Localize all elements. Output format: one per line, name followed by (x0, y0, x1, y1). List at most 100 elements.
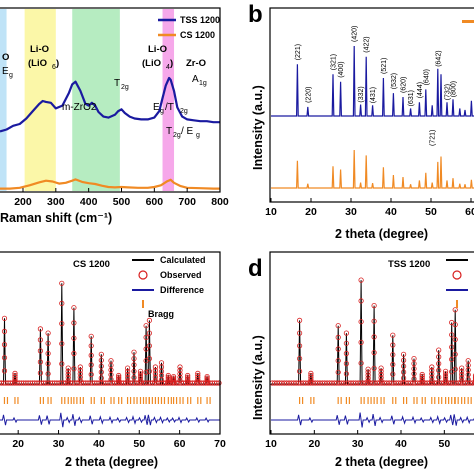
observed-point (371, 318, 377, 324)
legend-label: Bragg (148, 309, 174, 319)
xrd-hkl-label: (444) (417, 82, 424, 98)
rietveld-x-tick-label: 70 (214, 438, 226, 450)
observed-point (384, 380, 390, 386)
raman-x-tick-label: 800 (211, 196, 229, 208)
observed-point (177, 374, 183, 380)
observed-point (472, 375, 474, 380)
observed-point (1, 341, 8, 348)
raman-annotation: ) (56, 58, 59, 69)
raman-series-line (0, 178, 220, 190)
observed-point (459, 371, 465, 378)
panel-c-data (0, 280, 222, 428)
observed-point (131, 374, 137, 381)
raman-annotation: g (160, 108, 164, 115)
observed-point (429, 364, 435, 370)
raman-legend-label: TSS 1200 (180, 15, 220, 25)
observed-point (453, 380, 459, 386)
observed-point (116, 374, 122, 380)
xrd-x-tick-label: 60 (465, 206, 474, 218)
raman-annotation: 2g (173, 132, 181, 139)
observed-point (322, 380, 328, 386)
observed-point (459, 368, 465, 374)
observed-point (296, 343, 303, 349)
observed-point (12, 370, 18, 376)
xrd-x-tick-label: 30 (345, 206, 357, 218)
observed-point (371, 334, 377, 340)
observed-point (71, 366, 77, 372)
xrd-series-line (271, 149, 474, 189)
observed-point (405, 380, 411, 386)
panel-d-ticks: 10 20 30 40 50 (265, 430, 450, 450)
observed-point (442, 373, 449, 379)
observed-point (429, 374, 435, 380)
observed-point (393, 380, 399, 386)
raman-x-tick-label: 200 (14, 196, 32, 208)
panel-c-title: CS 1200 (73, 259, 110, 270)
observed-point (98, 369, 104, 375)
xrd-hkl-label: (422) (364, 36, 371, 52)
observed-point (1, 315, 8, 321)
observed-point (372, 380, 378, 386)
xrd-hkl-label: (642) (435, 50, 442, 66)
observed-point (204, 373, 210, 380)
raman-x-tick-label: 700 (178, 196, 196, 208)
observed-point (390, 361, 396, 368)
panel-a-xlabel: Raman shift (cm⁻¹) (0, 211, 112, 225)
observed-point (185, 377, 191, 384)
observed-point (125, 365, 131, 371)
raman-annotation: / E (181, 126, 194, 137)
observed-point (37, 337, 44, 343)
observed-point (65, 378, 71, 384)
observed-point (177, 377, 183, 384)
rietveld-x-tick-label: 50 (133, 438, 145, 450)
observed-point (59, 361, 65, 367)
observed-point (281, 380, 287, 386)
legend-label: Observed (160, 270, 202, 280)
panel-b-hkl-labels: (221) (220) (321) (400) (420) (332) (422) (431)… (295, 26, 458, 146)
observed-point (371, 349, 377, 356)
observed-point (59, 320, 65, 327)
observed-point (146, 317, 152, 323)
observed-point (296, 317, 303, 323)
observed-point (296, 355, 303, 362)
panel-c-ticks: 20 30 40 50 60 70 (12, 430, 226, 450)
observed-point (424, 380, 430, 386)
observed-point (88, 362, 94, 368)
observed-point (88, 333, 94, 339)
observed-point (371, 365, 377, 371)
raman-annotation: T (114, 78, 120, 89)
raman-annotation: 2g (121, 84, 129, 91)
observed-point (419, 373, 425, 379)
observed-point (449, 344, 455, 350)
observed-point (214, 380, 220, 386)
observed-point (358, 277, 364, 283)
observed-point (165, 376, 171, 382)
observed-point (71, 335, 77, 341)
raman-annotation: 1g (199, 80, 207, 87)
observed-point (143, 323, 149, 329)
observed-point (357, 380, 364, 386)
raman-x-tick-label: 500 (113, 196, 131, 208)
observed-point (450, 380, 456, 386)
panel-d-legend (446, 259, 468, 308)
raman-annotation: /T (165, 102, 174, 113)
observed-point (390, 332, 396, 338)
observed-point (65, 374, 71, 381)
observed-point (411, 376, 417, 382)
observed-point (411, 360, 417, 367)
raman-annotation: 6 (52, 64, 56, 71)
observed-point (358, 339, 364, 345)
xrd-hkl-label: (620) (401, 77, 408, 93)
legend-label: Difference (160, 285, 204, 295)
xrd-hkl-label: (631) (408, 90, 415, 106)
panel-c-frame (0, 251, 221, 435)
observed-point (286, 380, 292, 386)
observed-point (429, 377, 435, 384)
panel-a-legend: TSS 1200 CS 1200 (158, 15, 220, 40)
raman-annotation: m-ZrO2 (62, 102, 97, 113)
raman-x-tick-label: 600 (146, 196, 164, 208)
observed-point (326, 380, 333, 386)
observed-point (116, 377, 122, 384)
raman-annotation: g (9, 72, 13, 79)
observed-point (137, 376, 144, 382)
